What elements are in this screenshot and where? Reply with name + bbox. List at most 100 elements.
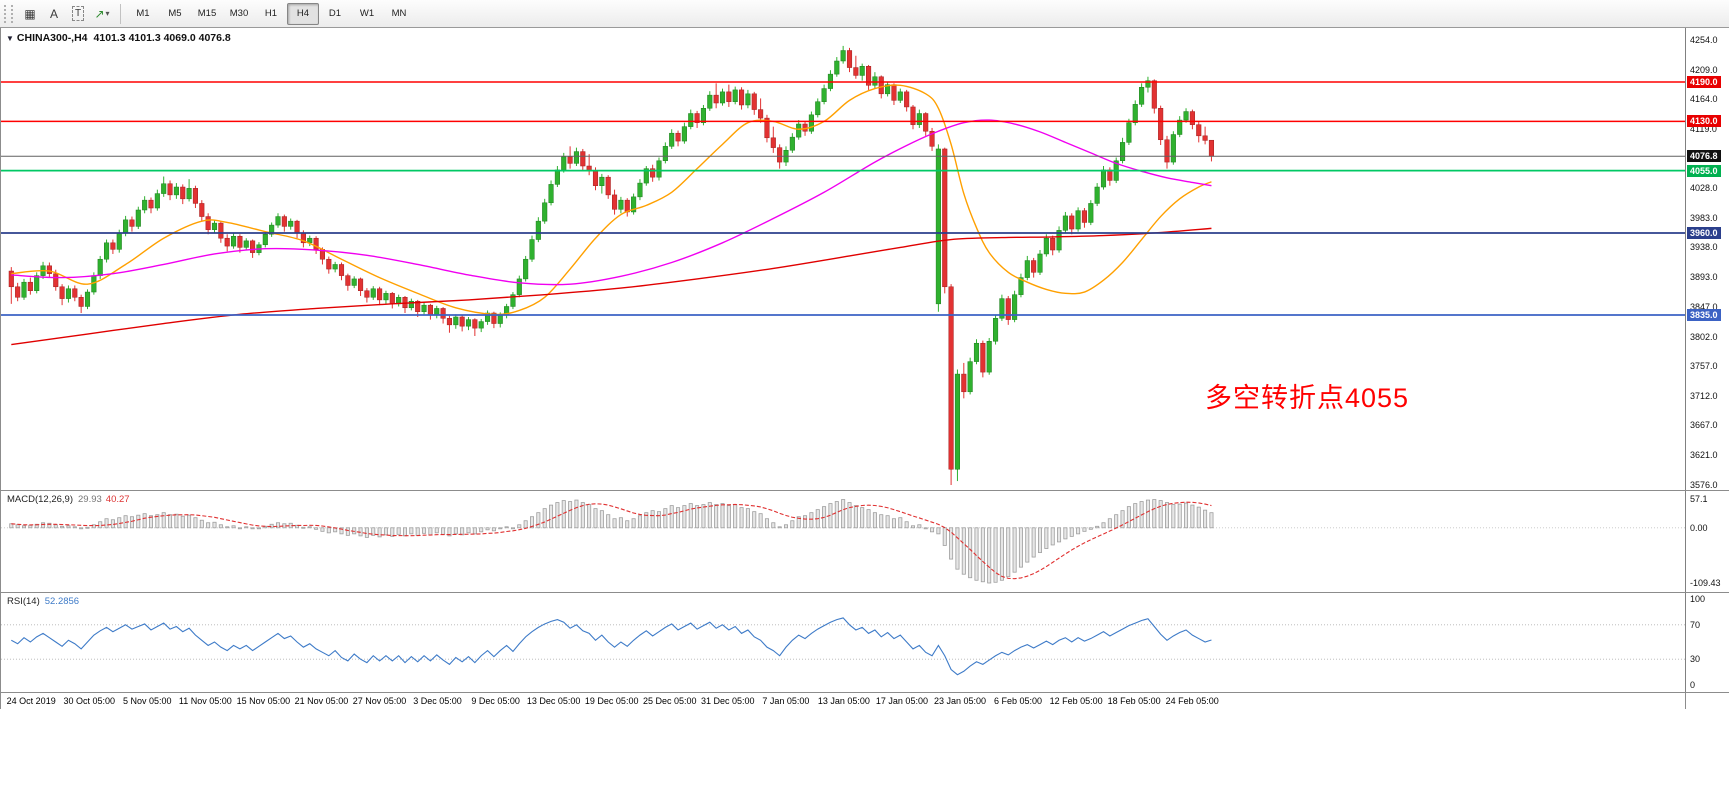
chart-annotation-text[interactable]: 多空转折点4055 — [1205, 383, 1410, 413]
grid-icon[interactable]: ▦ — [24, 6, 36, 21]
rsi-label: RSI(14) 52.2856 — [7, 596, 79, 607]
time-axis-label: 5 Nov 05:00 — [123, 696, 172, 706]
timeframe-toolbar: M1 M5 M15 M30 H1 H4 D1 W1 MN — [127, 2, 415, 25]
y-axis-label: 4209.0 — [1690, 64, 1718, 75]
macd-chart[interactable] — [1, 491, 1729, 592]
candle — [78, 294, 84, 314]
candle — [364, 288, 370, 303]
candle — [554, 166, 560, 188]
time-axis-label: 15 Nov 05:00 — [236, 696, 291, 706]
candle — [383, 290, 389, 304]
candle — [510, 292, 516, 310]
candle — [815, 98, 821, 118]
timeframe-button-H4[interactable]: H4 — [287, 2, 319, 25]
candle — [72, 285, 78, 302]
candle — [1094, 183, 1100, 207]
candle — [1043, 234, 1049, 257]
candle — [542, 198, 548, 224]
time-axis-label: 31 Dec 05:00 — [701, 696, 755, 706]
candle — [789, 133, 795, 153]
toolbar-grip[interactable] — [4, 4, 13, 23]
candle — [338, 262, 345, 281]
timeframe-button-MN[interactable]: MN — [391, 8, 407, 19]
timeframe-button-M15[interactable]: M15 — [197, 8, 217, 19]
chart-title[interactable]: ▼ CHINA300-,H4 4101.3 4101.3 4069.0 4076.8 — [6, 32, 231, 44]
candle — [192, 185, 198, 209]
candle — [142, 196, 148, 214]
candle — [84, 289, 91, 310]
candle — [872, 72, 878, 89]
candle — [294, 219, 300, 239]
candle — [573, 147, 580, 167]
candle — [186, 179, 192, 202]
candle — [237, 234, 243, 253]
macd-label: MACD(12,26,9) 29.93 40.27 — [7, 494, 130, 505]
candle — [853, 55, 859, 79]
rsi-line — [11, 617, 1212, 676]
candle — [1050, 235, 1056, 256]
macd-name: MACD(12,26,9) — [7, 494, 73, 505]
candle — [650, 164, 656, 182]
time-axis-label: 3 Dec 05:00 — [413, 696, 462, 706]
candle — [821, 84, 827, 105]
rsi-panel[interactable]: RSI(14) 52.2856 100 70 30 0 — [0, 593, 1729, 693]
time-axis[interactable]: 24 Oct 2019 30 Oct 05:00 5 Nov 05:00 11 Nov… — [0, 693, 1729, 709]
text-label-icon[interactable]: A — [49, 6, 58, 21]
rsi-value: 52.2856 — [44, 596, 80, 607]
candle — [250, 239, 256, 258]
candle — [231, 232, 237, 249]
candle — [1056, 226, 1062, 253]
candle — [586, 154, 592, 176]
candle — [770, 126, 776, 153]
candle — [275, 213, 281, 228]
timeframe-button-M1[interactable]: M1 — [136, 8, 150, 19]
shapes-dropdown-icon[interactable]: ↗ ▾ — [94, 6, 110, 21]
candle — [1151, 79, 1157, 114]
y-axis-label: 3576.0 — [1690, 479, 1718, 490]
timeframe-button-W1[interactable]: W1 — [359, 8, 375, 19]
chevron-down-icon[interactable]: ▼ — [6, 34, 14, 43]
candle — [504, 303, 510, 319]
time-axis-label: 24 Feb 05:00 — [1165, 696, 1219, 706]
candle — [1170, 131, 1176, 165]
candle — [46, 262, 52, 278]
price-chart[interactable] — [1, 28, 1729, 490]
candle — [891, 83, 897, 105]
candle — [421, 302, 427, 315]
candle — [681, 122, 687, 144]
rsi-name: RSI(14) — [7, 596, 40, 607]
candle — [1158, 105, 1164, 146]
candle — [967, 357, 973, 395]
dropdown-caret-icon: ▾ — [105, 9, 110, 18]
rsi-chart[interactable] — [1, 593, 1729, 692]
candle — [631, 193, 637, 215]
candle — [1145, 76, 1151, 93]
candle — [516, 275, 522, 298]
candle — [104, 239, 110, 263]
candle — [624, 198, 630, 217]
candle — [866, 64, 872, 90]
candle — [942, 147, 948, 294]
candle — [110, 239, 116, 254]
candle — [288, 218, 294, 230]
candle — [427, 303, 433, 320]
candle — [1012, 290, 1018, 323]
candle — [161, 176, 167, 197]
candle — [224, 234, 230, 252]
timeframe-button-H1[interactable]: H1 — [264, 8, 278, 19]
text-box-icon[interactable]: T — [66, 2, 90, 25]
candle — [199, 200, 205, 222]
candle — [65, 285, 72, 303]
timeframe-button-M30[interactable]: M30 — [229, 8, 249, 19]
candle — [535, 217, 541, 243]
candle — [656, 157, 662, 181]
timeframe-button-D1[interactable]: D1 — [328, 8, 342, 19]
price-chart-panel[interactable]: ▼ CHINA300-,H4 4101.3 4101.3 4069.0 4076.8… — [0, 28, 1729, 491]
candle — [1037, 250, 1043, 275]
timeframe-button-M5[interactable]: M5 — [168, 8, 182, 19]
macd-panel[interactable]: MACD(12,26,9) 29.93 40.27 57.1 0.00 -109.43 — [0, 491, 1729, 593]
candle — [910, 104, 916, 130]
candle — [719, 88, 726, 106]
time-axis-label: 18 Feb 05:00 — [1107, 696, 1161, 706]
candle — [262, 231, 268, 248]
